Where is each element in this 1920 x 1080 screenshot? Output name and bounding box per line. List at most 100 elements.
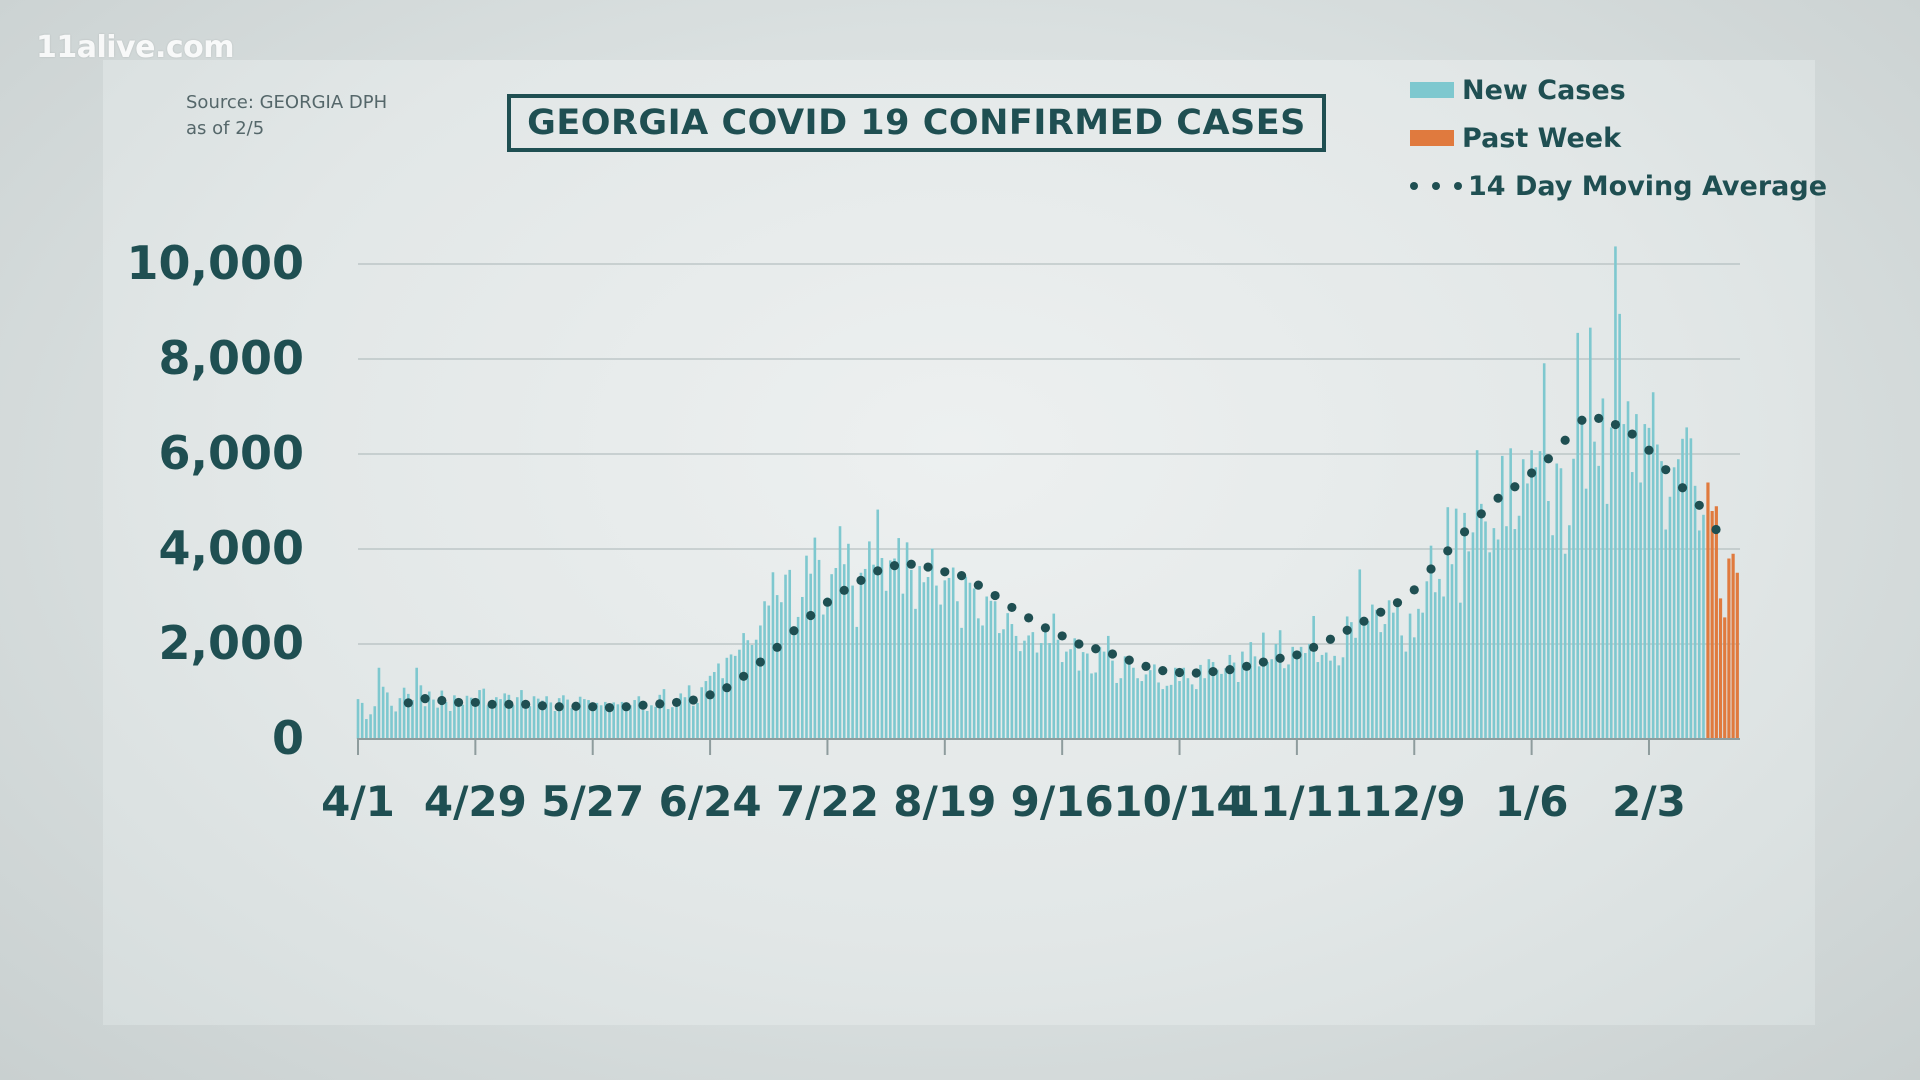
x-tick-label: 2/3 <box>1612 777 1686 826</box>
bar-past-week <box>1710 511 1714 739</box>
bar-new-cases <box>1174 667 1177 739</box>
moving-average-point <box>990 590 1000 601</box>
bar-new-cases <box>1002 629 1005 739</box>
bar-new-cases <box>1257 666 1261 739</box>
moving-average-point <box>1057 631 1067 641</box>
moving-average-point <box>1493 493 1503 503</box>
bar-new-cases <box>830 574 833 739</box>
bar-new-cases <box>490 708 494 739</box>
moving-average-point <box>1191 668 1201 678</box>
y-tick-label: 4,000 <box>158 521 304 575</box>
moving-average-point <box>470 697 480 708</box>
moving-average-point <box>671 697 682 708</box>
bar-new-cases <box>1102 651 1106 739</box>
bar-past-week <box>1727 558 1731 739</box>
bar-new-cases <box>1006 613 1009 739</box>
bar-new-cases <box>1450 564 1454 739</box>
moving-average-point <box>940 567 950 577</box>
bar-new-cases <box>1023 640 1026 739</box>
moving-average-point <box>1543 454 1553 464</box>
bar-new-cases <box>1245 662 1248 739</box>
bar-new-cases <box>1542 363 1546 739</box>
bar-new-cases <box>1484 521 1487 739</box>
bar-new-cases <box>486 705 490 739</box>
bar-new-cases <box>1475 450 1479 739</box>
bar-new-cases <box>1324 652 1328 739</box>
bar-new-cases <box>977 618 980 739</box>
bar-new-cases <box>1521 459 1525 739</box>
bar-new-cases <box>365 719 368 739</box>
bar-new-cases <box>1614 246 1617 740</box>
moving-average-point <box>956 571 967 581</box>
bar-new-cases <box>1647 427 1651 739</box>
bar-new-cases <box>1098 646 1102 739</box>
bar-new-cases <box>1371 604 1374 739</box>
bar-new-cases <box>1459 602 1462 739</box>
bar-new-cases <box>608 707 611 739</box>
moving-average-point <box>1644 445 1654 455</box>
bar-new-cases <box>566 699 569 739</box>
bar-new-cases <box>884 590 888 739</box>
bar-new-cases <box>905 542 909 739</box>
bar-past-week <box>1718 598 1723 739</box>
moving-average-point <box>1594 413 1604 423</box>
bar-new-cases <box>914 608 917 739</box>
x-tick-label: 9/16 <box>1011 777 1114 826</box>
bar-new-cases <box>733 655 737 739</box>
y-tick-label: 10,000 <box>126 236 304 290</box>
bar-new-cases <box>612 702 615 739</box>
moving-average-point <box>1426 564 1436 574</box>
bar-new-cases <box>1228 654 1232 739</box>
bar-new-cases <box>666 709 670 739</box>
bar-new-cases <box>964 576 968 739</box>
bar-new-cases <box>482 688 486 739</box>
moving-average-point <box>1409 585 1419 595</box>
moving-average-point <box>856 575 866 585</box>
bar-new-cases <box>842 564 846 739</box>
bar-new-cases <box>1601 398 1605 739</box>
bar-new-cases <box>671 707 674 739</box>
bar-new-cases <box>562 695 565 739</box>
bar-new-cases <box>1144 674 1148 739</box>
bar-new-cases <box>603 701 607 739</box>
bar-new-cases <box>587 700 590 739</box>
bar-new-cases <box>1069 649 1072 739</box>
moving-average-point <box>554 702 564 712</box>
bar-new-cases <box>1123 656 1127 739</box>
bar-new-cases <box>1203 678 1206 739</box>
moving-average-point <box>688 695 698 705</box>
moving-average-point <box>705 690 715 700</box>
bar-new-cases <box>1605 503 1609 739</box>
x-tick-label: 8/19 <box>893 777 996 826</box>
bar-new-cases <box>951 567 955 739</box>
bar-new-cases <box>1517 515 1521 739</box>
bar-new-cases <box>641 710 645 739</box>
bar-new-cases <box>1668 496 1672 739</box>
bar-new-cases <box>1513 529 1517 739</box>
bar-new-cases <box>444 701 448 739</box>
bar-new-cases <box>1278 630 1282 739</box>
bar-new-cases <box>495 697 498 739</box>
bar-new-cases <box>427 691 431 739</box>
bar-new-cases <box>591 704 595 739</box>
bar-new-cases <box>1433 592 1437 739</box>
bar-new-cases <box>1115 682 1118 739</box>
bar-new-cases <box>1593 441 1596 739</box>
bar-new-cases <box>1086 653 1089 739</box>
legend-label: New Cases <box>1462 74 1626 106</box>
bar-new-cases <box>474 700 477 739</box>
bar-new-cases <box>968 582 972 739</box>
bar-new-cases <box>1488 552 1492 739</box>
bar-new-cases <box>721 678 724 739</box>
moving-average-point <box>655 699 665 709</box>
moving-average-point <box>1141 661 1151 671</box>
bar-new-cases <box>796 616 800 739</box>
bar-new-cases <box>1404 651 1408 739</box>
bar-new-cases <box>1609 427 1613 739</box>
bar-new-cases <box>717 663 720 739</box>
bar-new-cases <box>989 600 993 739</box>
bar-new-cases <box>1337 665 1341 739</box>
bar-new-cases <box>381 686 385 739</box>
bar-new-cases <box>893 558 896 739</box>
